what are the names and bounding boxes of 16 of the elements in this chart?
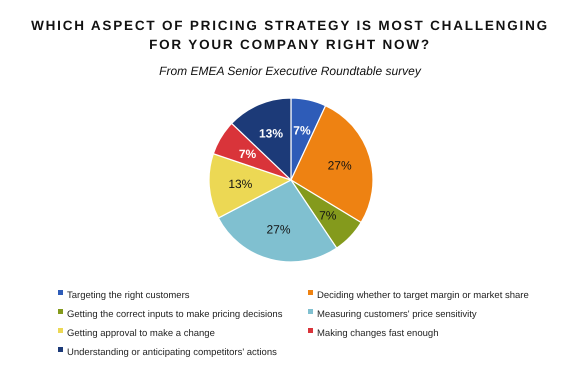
legend-label: Deciding whether to target margin or market share	[317, 290, 529, 301]
chart-subtitle: From EMEA Senior Executive Roundtable survey	[159, 64, 422, 78]
chart-title: WHICH ASPECT OF PRICING STRATEGY IS MOST CHALLENGING FOR YOUR COMPANY RIGHT NOW?	[31, 18, 549, 52]
legend-label: Getting the correct inputs to make pricing decisions	[67, 308, 283, 320]
legend-label: Measuring customers' price sensitivity	[317, 308, 477, 320]
legend-label: Understanding or anticipating competitors' actions	[67, 346, 278, 358]
legend-label: Making changes fast enough	[317, 328, 438, 339]
legend-label: Targeting the right customers	[67, 290, 190, 301]
data-label: 27%	[266, 222, 291, 236]
data-label: 13%	[258, 126, 284, 140]
data-label: 7%	[293, 124, 311, 138]
data-label: 7%	[238, 146, 257, 161]
data-label: 13%	[228, 177, 253, 192]
data-label: 27%	[328, 158, 352, 172]
legend-label: Getting approval to make a change	[67, 328, 215, 339]
data-label: 7%	[319, 208, 337, 222]
